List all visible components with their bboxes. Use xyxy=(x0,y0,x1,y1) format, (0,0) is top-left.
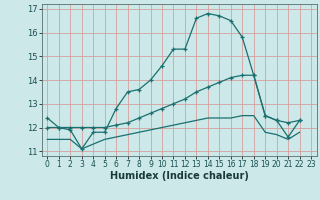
X-axis label: Humidex (Indice chaleur): Humidex (Indice chaleur) xyxy=(110,171,249,181)
